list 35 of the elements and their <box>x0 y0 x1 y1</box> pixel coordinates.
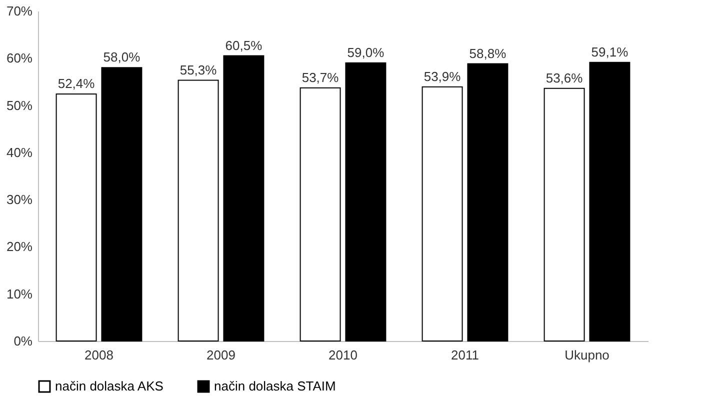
y-tick-label: 10% <box>6 286 33 302</box>
data-label: 58,0% <box>103 50 141 65</box>
y-tick-label: 30% <box>6 192 33 208</box>
x-tick-label: Ukupno <box>564 348 610 362</box>
data-label: 58,8% <box>469 46 507 61</box>
bar <box>589 62 630 342</box>
y-tick-label: 20% <box>6 239 33 254</box>
data-label: 55,3% <box>180 62 218 78</box>
legend-label: način dolaska AKS <box>55 378 164 394</box>
bar <box>345 62 386 342</box>
y-tick-label: 60% <box>6 50 33 66</box>
bar <box>544 88 585 342</box>
y-tick-label: 70% <box>6 4 33 18</box>
data-label: 53,7% <box>302 70 340 85</box>
x-tick-label: 2011 <box>451 348 479 362</box>
y-tick-label: 50% <box>6 98 33 113</box>
data-label: 59,1% <box>591 44 629 60</box>
bar <box>178 80 219 342</box>
bar <box>300 87 341 342</box>
data-label: 53,9% <box>424 68 462 84</box>
data-label: 60,5% <box>225 38 263 53</box>
bar <box>101 67 142 342</box>
bar <box>223 55 264 342</box>
y-tick-label: 0% <box>14 334 33 348</box>
data-label: 53,6% <box>546 70 584 86</box>
legend-label: način dolaska STAIM <box>214 378 336 394</box>
bar <box>467 63 508 342</box>
x-tick-label: 2010 <box>328 348 358 362</box>
bar <box>422 86 463 342</box>
y-tick-label: 40% <box>6 144 33 160</box>
x-tick-label: 2009 <box>206 348 236 362</box>
x-tick-label: 2008 <box>84 348 114 362</box>
data-label: 59,0% <box>347 44 385 60</box>
data-label: 52,4% <box>58 76 96 91</box>
bar <box>56 93 97 342</box>
